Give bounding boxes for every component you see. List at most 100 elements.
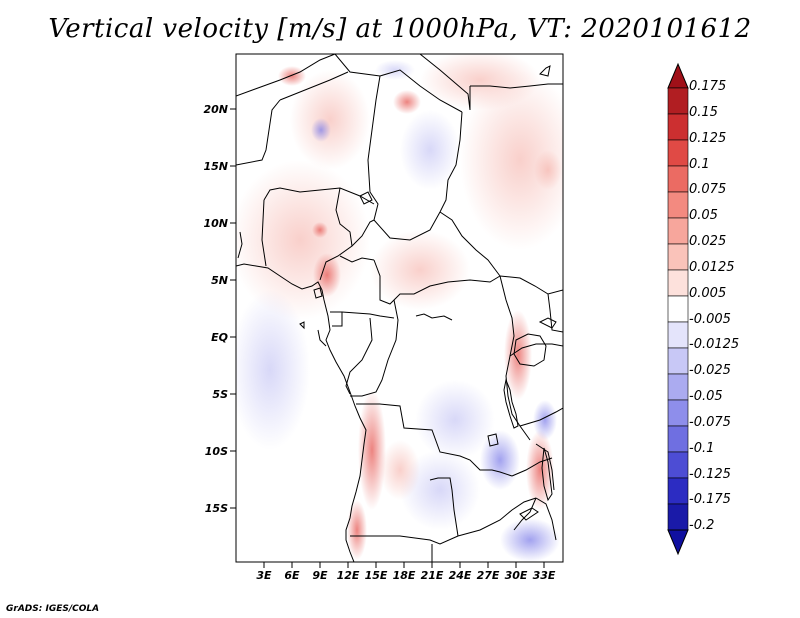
- lake-victoria: [513, 333, 547, 367]
- colorbar-swatch: [667, 139, 689, 167]
- colorbar-label: 0.075: [689, 182, 727, 197]
- plot-title: Vertical velocity [m/s] at 1000hPa, VT: …: [48, 14, 752, 44]
- lon-label: 3E: [256, 569, 272, 582]
- colorbar-swatch: [667, 321, 689, 349]
- border: [356, 403, 513, 477]
- border: [341, 311, 395, 319]
- border: [334, 54, 463, 113]
- border: [350, 299, 399, 397]
- lake-mweru: [487, 433, 499, 447]
- coastline-northeast: [470, 83, 563, 89]
- colorbar-swatch: [667, 399, 689, 427]
- colorbar-label: 0.025: [689, 234, 727, 249]
- lat-label: 10N: [203, 217, 228, 230]
- border: [429, 477, 459, 537]
- border: [373, 259, 501, 305]
- border: [509, 343, 563, 357]
- colorbar-swatch: [667, 503, 689, 531]
- border: [535, 443, 555, 491]
- map-frame: [235, 53, 564, 563]
- border: [351, 211, 441, 247]
- coastline-west: [236, 263, 367, 562]
- lake-chad: [359, 191, 373, 205]
- bioko-island: [313, 287, 323, 299]
- colorbar-top-arrow: [667, 62, 689, 89]
- lon-label: 6E: [284, 569, 300, 582]
- lon-label: 15E: [364, 569, 388, 582]
- colorbar-label: -0.025: [689, 363, 731, 378]
- colorbar-label: -0.125: [689, 467, 731, 482]
- border: [236, 54, 336, 97]
- lon-label: 33E: [532, 569, 556, 582]
- border: [236, 99, 281, 166]
- lon-label: 21E: [420, 569, 444, 582]
- red-sea-island: [539, 65, 551, 77]
- lon-label: 9E: [312, 569, 328, 582]
- border: [261, 199, 267, 267]
- lake-malawi: [541, 447, 553, 502]
- lat-label: 5N: [211, 274, 228, 287]
- colorbar-label: -0.2: [689, 518, 715, 533]
- colorbar-swatch: [667, 451, 689, 479]
- border: [535, 497, 557, 541]
- colorbar-swatch: [667, 269, 689, 297]
- colorbar-swatch: [667, 295, 689, 323]
- lat-label: 10S: [204, 445, 228, 458]
- colorbar-label: 0.175: [689, 79, 727, 94]
- colorbar-swatch: [667, 165, 689, 193]
- lat-label: 20N: [203, 103, 228, 116]
- colorbar-label: 0.0125: [689, 260, 735, 275]
- border: [511, 457, 553, 477]
- velocity-field: [236, 54, 563, 562]
- colorbar-label: 0.05: [689, 208, 718, 223]
- border: [499, 275, 531, 441]
- border: [367, 75, 381, 221]
- border: [439, 211, 501, 277]
- colorbar-label: -0.075: [689, 415, 731, 430]
- lat-label: 15N: [203, 160, 228, 173]
- border: [513, 497, 537, 531]
- border: [499, 275, 563, 295]
- lat-label: EQ: [211, 331, 228, 344]
- map-outlines: [236, 54, 563, 562]
- colorbar-swatch: [667, 477, 689, 505]
- lake-tanganyika: [503, 378, 519, 429]
- border: [263, 187, 375, 205]
- colorbar-swatch: [667, 373, 689, 401]
- colorbar-swatch: [667, 113, 689, 141]
- border: [330, 311, 343, 327]
- lon-label: 27E: [476, 569, 500, 582]
- lake-volta: [237, 231, 243, 259]
- colorbar-swatch: [667, 87, 689, 115]
- lon-label: 24E: [448, 569, 472, 582]
- colorbar-swatch: [667, 347, 689, 375]
- lon-label: 30E: [504, 569, 528, 582]
- border: [319, 187, 353, 281]
- border: [317, 329, 327, 347]
- congo-river: [415, 313, 453, 321]
- border: [279, 71, 349, 101]
- colorbar-swatch: [667, 217, 689, 245]
- border: [339, 255, 375, 263]
- lon-label: 12E: [336, 569, 360, 582]
- colorbar-label: 0.125: [689, 131, 727, 146]
- border: [419, 54, 471, 111]
- sao-tome-island: [299, 321, 305, 330]
- lat-label: 5S: [212, 388, 228, 401]
- colorbar-bottom-arrow: [667, 529, 689, 556]
- colorbar-swatch: [667, 243, 689, 271]
- colorbar: [667, 62, 689, 556]
- colorbar-swatch: [667, 425, 689, 453]
- colorbar-label: -0.005: [689, 312, 731, 327]
- lon-label: 18E: [392, 569, 416, 582]
- border: [439, 111, 463, 213]
- axis-ticks: [230, 108, 545, 568]
- colorbar-label: -0.1: [689, 441, 715, 456]
- colorbar-label: -0.05: [689, 389, 723, 404]
- border: [345, 317, 373, 395]
- grads-credit: GrADS: IGES/COLA: [6, 604, 100, 614]
- colorbar-label: 0.005: [689, 286, 727, 301]
- border: [350, 535, 459, 545]
- lake-kariba: [519, 507, 539, 521]
